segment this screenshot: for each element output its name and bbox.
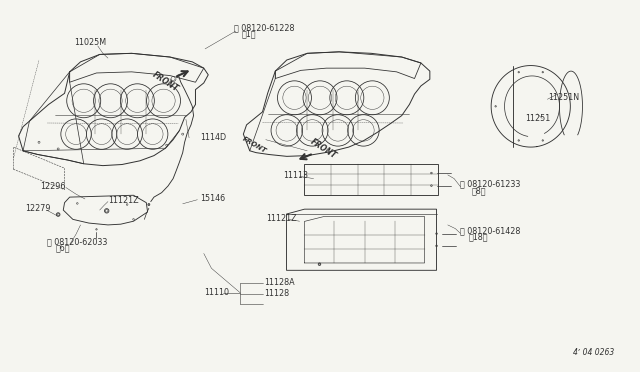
Text: FRONT: FRONT <box>308 137 338 161</box>
Text: Ⓑ 08120-61428: Ⓑ 08120-61428 <box>461 227 521 236</box>
Text: 11121Z: 11121Z <box>266 214 296 223</box>
Text: （8）: （8） <box>471 186 486 195</box>
Text: 11128: 11128 <box>264 289 289 298</box>
Text: 12296: 12296 <box>40 182 66 191</box>
Text: Ⓑ 08120-61228: Ⓑ 08120-61228 <box>234 23 294 33</box>
Text: 1114D: 1114D <box>200 133 226 142</box>
Text: FRONT: FRONT <box>151 70 180 94</box>
Text: 11025M: 11025M <box>74 38 106 48</box>
Text: 11251: 11251 <box>525 114 551 123</box>
Text: 11110: 11110 <box>204 288 228 297</box>
Text: 11128A: 11128A <box>264 278 294 287</box>
Text: 11113: 11113 <box>283 171 308 180</box>
Text: 4ʼ 04 0263: 4ʼ 04 0263 <box>573 348 614 357</box>
Text: 11121Z: 11121Z <box>108 196 139 205</box>
Text: FRONT: FRONT <box>242 136 268 154</box>
Text: （18）: （18） <box>468 232 488 242</box>
Text: Ⓑ 08120-62033: Ⓑ 08120-62033 <box>47 238 107 247</box>
Text: 12279: 12279 <box>25 205 51 214</box>
Text: 15146: 15146 <box>200 195 225 203</box>
Text: 11251N: 11251N <box>548 93 580 102</box>
Text: （1）: （1） <box>241 29 256 39</box>
Text: Ⓑ 08120-61233: Ⓑ 08120-61233 <box>461 180 521 189</box>
Text: （6）: （6） <box>56 244 70 253</box>
